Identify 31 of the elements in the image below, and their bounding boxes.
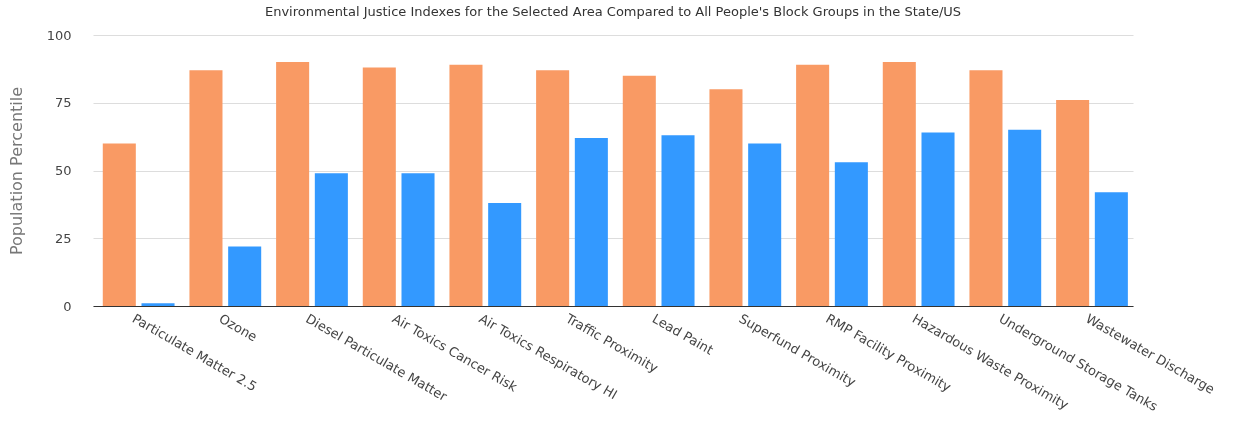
bar [449, 64, 483, 306]
bar [834, 162, 868, 306]
bar [622, 75, 656, 306]
y-axis-title: Population Percentile [6, 86, 26, 256]
bar [228, 246, 262, 306]
bar [882, 62, 916, 306]
bar [488, 203, 522, 306]
bar [796, 64, 830, 306]
bar [189, 70, 223, 306]
bar [748, 143, 782, 306]
y-tick-label: 0 [63, 298, 72, 314]
bar [574, 137, 608, 306]
bar [661, 135, 695, 306]
bar [709, 89, 743, 306]
bar [141, 303, 175, 306]
bar [1056, 100, 1090, 306]
y-tick-label: 50 [54, 163, 72, 178]
bar [102, 143, 136, 306]
bar [276, 62, 310, 306]
bar [401, 173, 435, 306]
y-tick-label: 100 [46, 27, 72, 43]
chart-title: Environmental Justice Indexes for the Selected Area Compared to All People's Block Groups in the State/US [264, 4, 962, 19]
y-tick-label: 25 [54, 230, 72, 246]
bar [969, 70, 1003, 306]
y-tick-label: 75 [54, 95, 72, 111]
bar [536, 70, 570, 306]
bar [1008, 129, 1042, 306]
bar [921, 132, 955, 306]
bar [314, 173, 348, 306]
bar [362, 67, 396, 306]
bar [1094, 192, 1128, 306]
